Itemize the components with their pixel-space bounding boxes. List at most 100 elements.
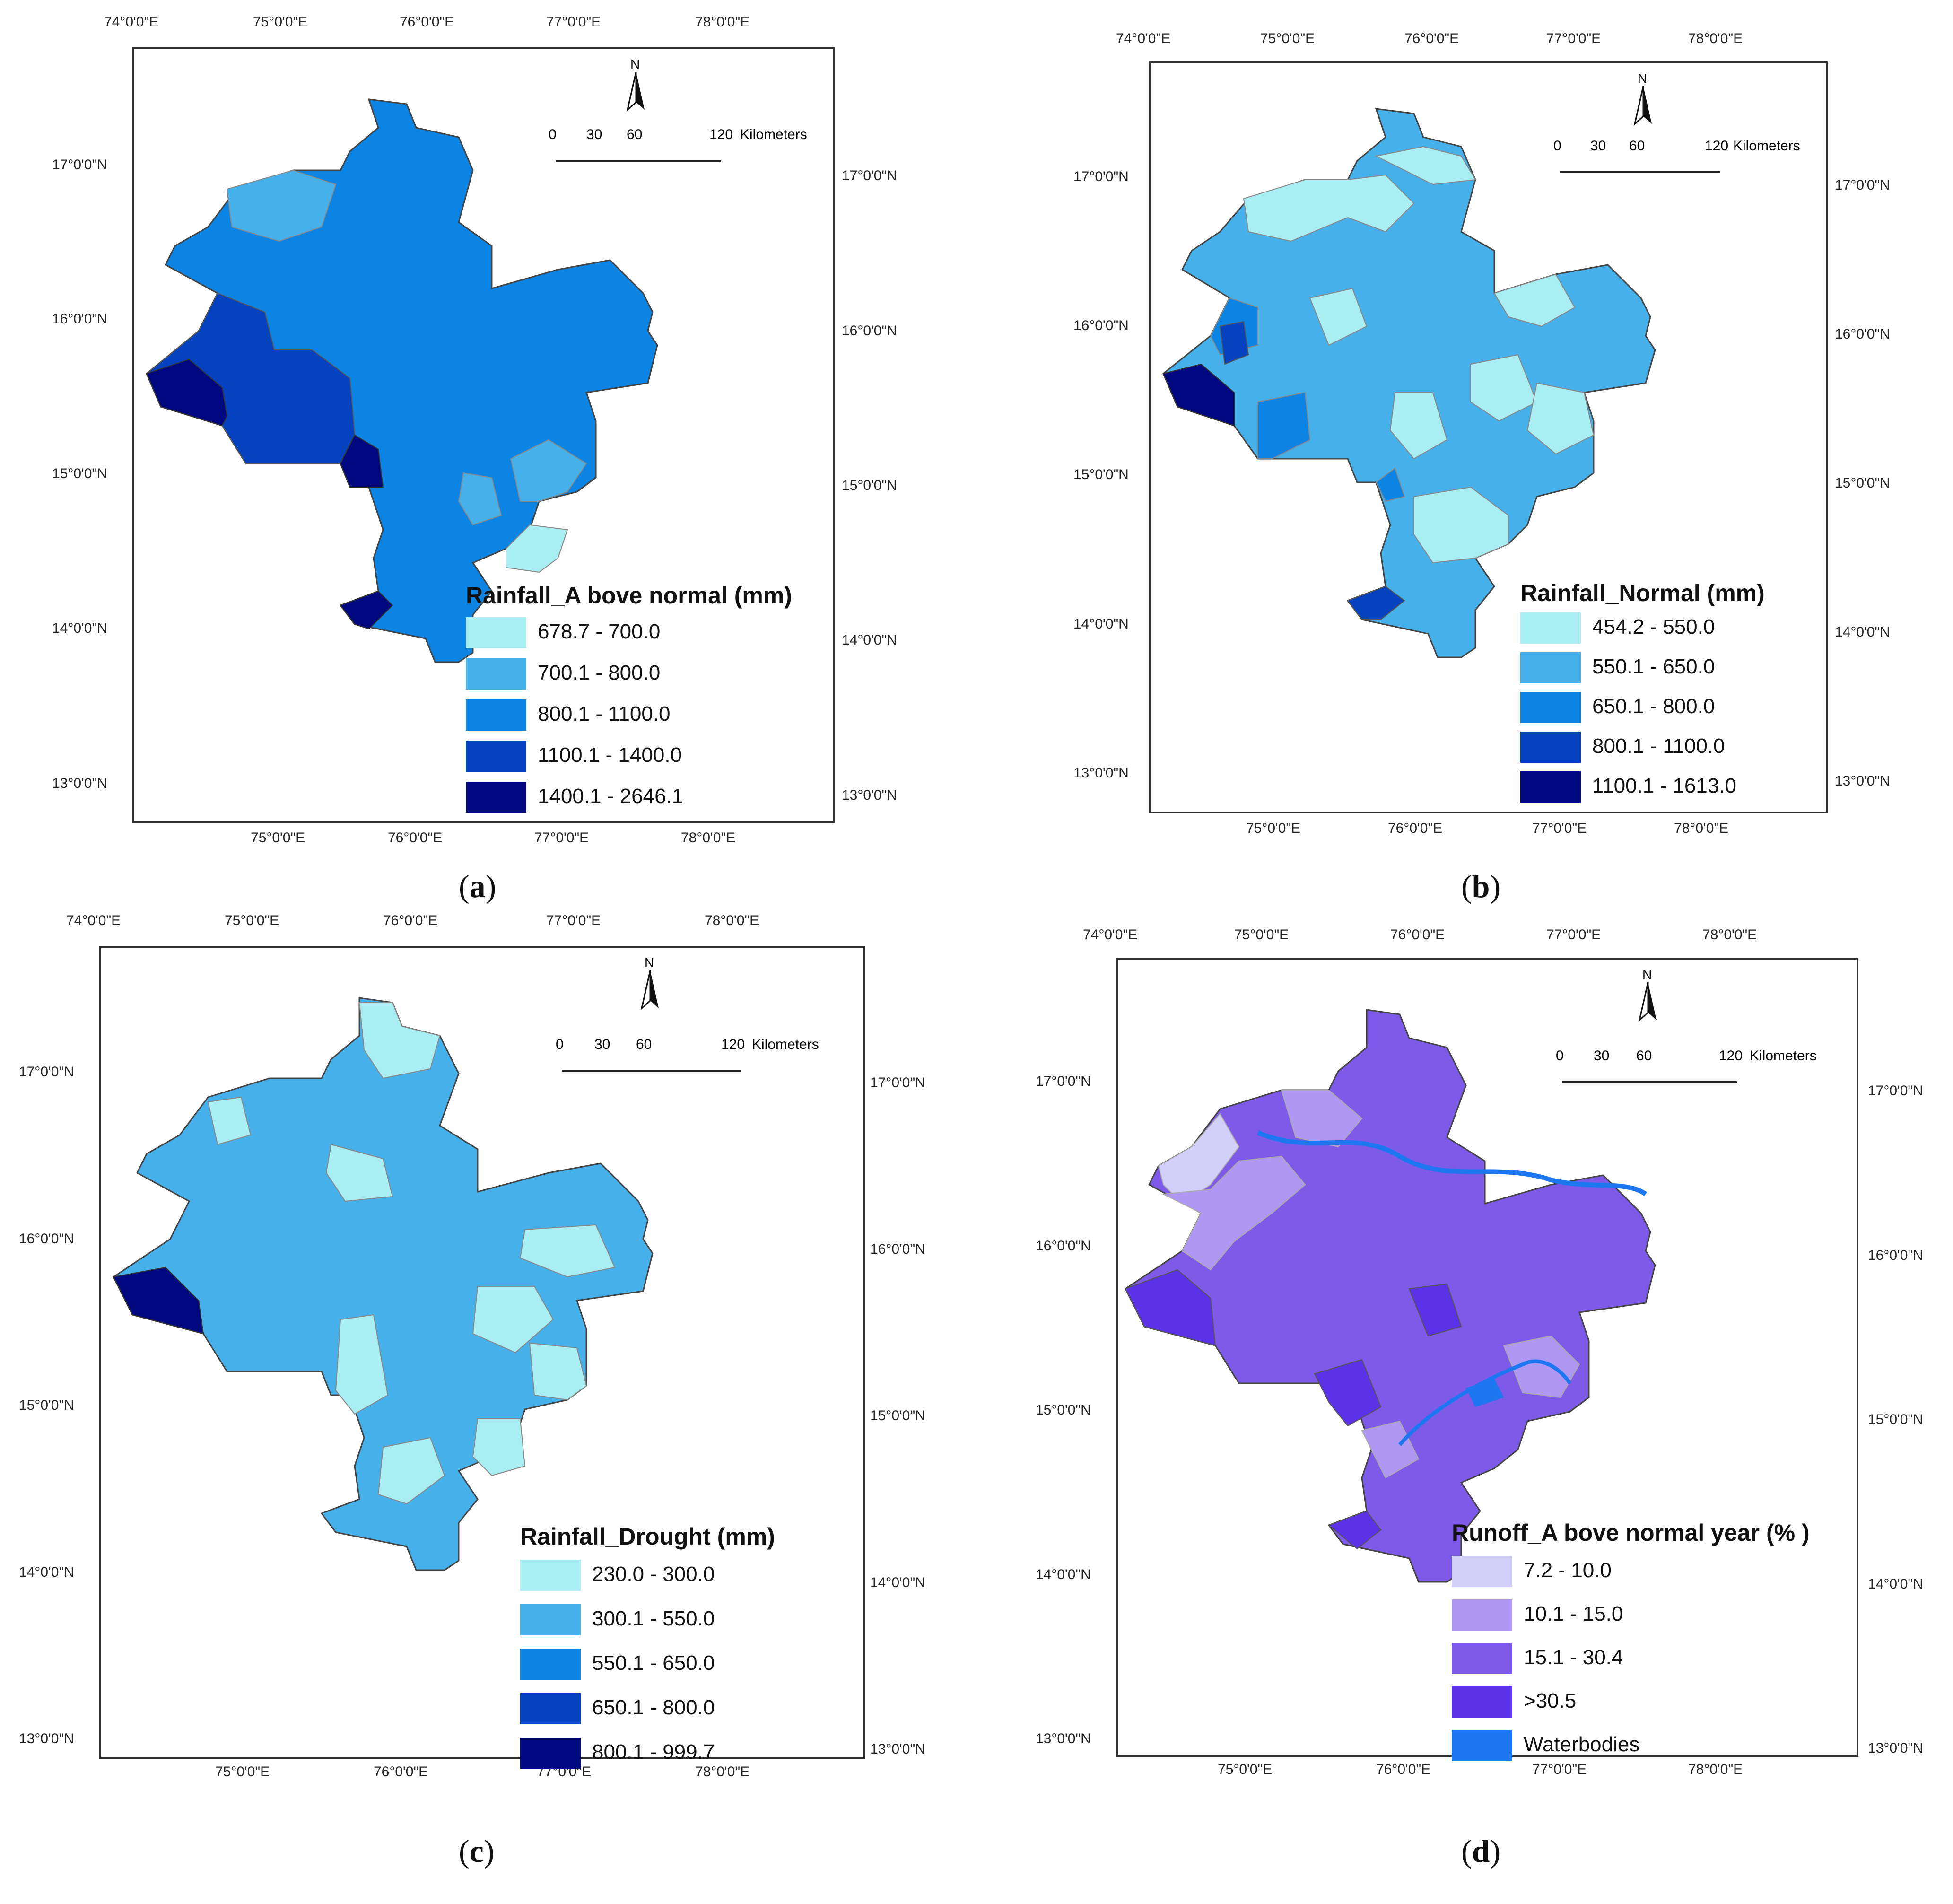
region-map (1125, 1009, 1656, 1583)
lon-label-top: 75°0'0"E (225, 913, 279, 928)
lat-label-left: 15°0'0"N (52, 466, 107, 481)
lat-label-left: 15°0'0"N (1073, 467, 1129, 482)
scale-bar (562, 1058, 741, 1072)
lat-label-right: 14°0'0"N (870, 1575, 925, 1590)
lat-label-left: 17°0'0"N (1036, 1074, 1091, 1089)
district-darkest (340, 590, 393, 630)
lat-label-right: 16°0'0"N (842, 323, 897, 339)
lon-label-top: 76°0'0"E (1404, 31, 1459, 46)
lat-label-right: 13°0'0"N (842, 787, 897, 803)
zone-dark (1125, 1269, 1216, 1346)
lat-label-left: 13°0'0"N (1036, 1731, 1091, 1747)
legend-swatch (520, 1693, 581, 1724)
scale-bar (1562, 1070, 1737, 1083)
legend-title: Rainfall_Drought (mm) (520, 1523, 775, 1550)
legend-swatch (1452, 1686, 1512, 1718)
lat-label-left: 16°0'0"N (52, 311, 107, 327)
lat-label-right: 17°0'0"N (1835, 177, 1890, 193)
waterbody-river (1398, 1359, 1572, 1446)
lon-label-top: 74°0'0"E (66, 913, 121, 928)
lat-label-right: 14°0'0"N (1868, 1576, 1923, 1592)
district-light (1243, 174, 1415, 242)
lat-label-left: 14°0'0"N (1073, 616, 1129, 632)
lon-label-bottom: 78°0'0"E (1674, 821, 1729, 836)
legend-swatch (466, 658, 526, 690)
panel-label: (a) (459, 868, 497, 904)
legend-title: Runoff_A bove normal year (% ) (1452, 1520, 1810, 1546)
lon-label-bottom: 76°0'0"E (374, 1764, 428, 1780)
legend-swatch (520, 1738, 581, 1769)
lat-label-left: 16°0'0"N (1073, 318, 1129, 333)
lat-label-left: 15°0'0"N (1036, 1402, 1091, 1418)
lon-label-bottom: 78°0'0"E (1688, 1762, 1743, 1777)
panel-label: (d) (1461, 1833, 1501, 1869)
north-arrow-icon: N (1629, 71, 1657, 132)
lat-label-right: 15°0'0"N (842, 478, 897, 493)
legend-swatch (520, 1604, 581, 1635)
district-light (207, 1096, 252, 1145)
legend-title: Rainfall_A bove normal (mm) (466, 582, 792, 609)
district-light (1374, 146, 1476, 185)
district-light (377, 1437, 445, 1505)
panel-b: 74°0'0"E 75°0'0"E 76°0'0"E 77°0'0"E 78°0… (1073, 31, 1890, 904)
lat-label-right: 15°0'0"N (1868, 1412, 1923, 1427)
district-light (358, 1002, 441, 1079)
lon-label-bottom: 78°0'0"E (681, 830, 736, 846)
legend-swatch (1452, 1730, 1512, 1761)
lat-label-left: 17°0'0"N (1073, 169, 1129, 184)
lat-label-left: 16°0'0"N (1036, 1238, 1091, 1254)
lat-label-left: 14°0'0"N (1036, 1567, 1091, 1582)
lon-label-top: 75°0'0"E (253, 14, 308, 30)
lon-label-bottom: 76°0'0"E (1388, 821, 1443, 836)
lon-label-bottom: 75°0'0"E (251, 830, 305, 846)
legend-swatch (1520, 771, 1581, 803)
lon-label-bottom: 76°0'0"E (388, 830, 443, 846)
district-light (1526, 382, 1595, 455)
lat-label-left: 13°0'0"N (1073, 765, 1129, 781)
zone-dark (1328, 1510, 1382, 1550)
lat-label-left: 13°0'0"N (52, 776, 107, 791)
panel-d: 74°0'0"E 75°0'0"E 76°0'0"E 77°0'0"E 78°0… (1036, 927, 1923, 1869)
legend-swatch (466, 741, 526, 772)
panel-label: (b) (1461, 868, 1501, 904)
lat-label-right: 15°0'0"N (1835, 475, 1890, 491)
legend-swatch (1520, 652, 1581, 683)
lat-label-right: 14°0'0"N (1835, 624, 1890, 640)
legend-swatch (466, 617, 526, 648)
scale-bar (556, 149, 721, 162)
district-light (1493, 273, 1576, 327)
lon-label-bottom: 75°0'0"E (215, 1764, 270, 1780)
waterbody-reservoir (1466, 1379, 1504, 1407)
lat-label-left: 16°0'0"N (19, 1231, 74, 1247)
lat-label-right: 16°0'0"N (870, 1241, 925, 1257)
lon-label-bottom: 75°0'0"E (1246, 821, 1301, 836)
panel-label: (c) (459, 1833, 495, 1869)
zone-dark (1314, 1359, 1382, 1427)
legend-swatch (1452, 1556, 1512, 1587)
waterbody-river (1257, 1130, 1647, 1197)
zone-lightest (1158, 1113, 1240, 1205)
legend-swatch (1520, 732, 1581, 763)
district-light (510, 439, 587, 502)
lon-label-top: 74°0'0"E (1083, 927, 1138, 943)
lat-label-right: 16°0'0"N (1868, 1248, 1923, 1263)
lat-label-right: 13°0'0"N (1868, 1740, 1923, 1756)
lon-label-top: 77°0'0"E (1546, 927, 1601, 943)
lat-label-right: 16°0'0"N (1835, 326, 1890, 342)
lat-label-left: 14°0'0"N (52, 620, 107, 636)
legend-title: Rainfall_Normal (mm) (1520, 580, 1765, 606)
lon-label-top: 78°0'0"E (705, 913, 759, 928)
district-light (1309, 288, 1368, 346)
lon-label-top: 78°0'0"E (695, 14, 750, 30)
district-mid (1375, 467, 1405, 502)
lat-label-left: 17°0'0"N (19, 1064, 74, 1080)
lon-label-top: 77°0'0"E (546, 14, 601, 30)
district-light (325, 1144, 393, 1202)
zone-dark (1408, 1283, 1462, 1337)
legend-swatch (1520, 692, 1581, 723)
legend-swatch (520, 1649, 581, 1680)
lat-label-right: 17°0'0"N (1868, 1083, 1923, 1099)
district-mid (1257, 392, 1311, 459)
district-light (335, 1314, 389, 1415)
lon-label-top: 78°0'0"E (1688, 31, 1743, 46)
